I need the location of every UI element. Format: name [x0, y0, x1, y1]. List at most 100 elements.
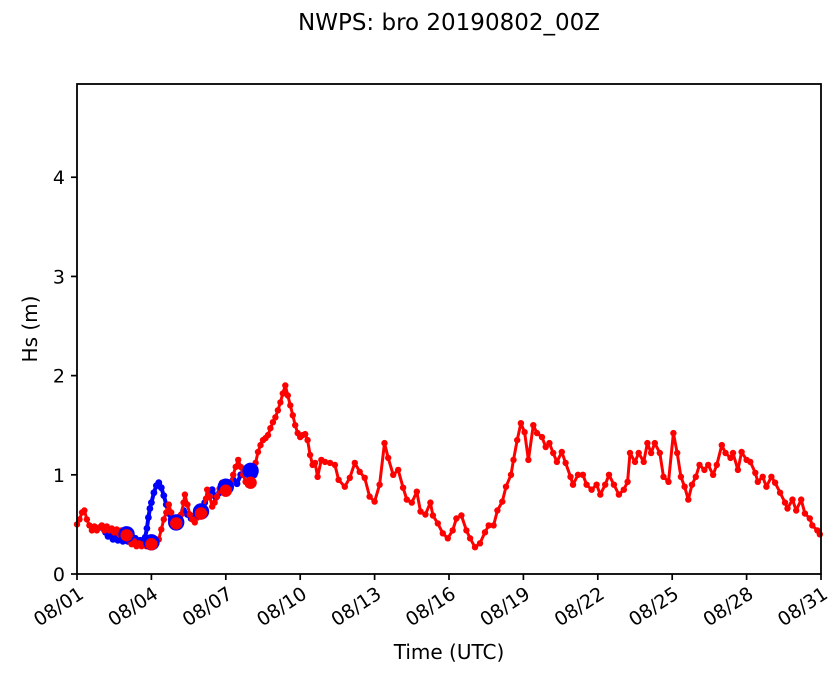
model-series-marker	[558, 448, 565, 456]
model-series-marker	[289, 412, 296, 419]
model-series-marker	[502, 483, 510, 490]
model-series-marker	[771, 479, 779, 486]
model-series-marker	[163, 509, 170, 516]
observed-series-marker	[148, 499, 155, 506]
model-series-marker	[553, 458, 561, 466]
model-series-marker	[583, 481, 590, 488]
model-series-marker	[181, 491, 189, 498]
model-series-marker	[718, 441, 725, 449]
y-tick-label: 4	[53, 167, 65, 189]
model-series-marker	[466, 535, 474, 542]
model-series-marker	[376, 481, 383, 488]
model-series-marker	[789, 496, 796, 503]
model-series-marker	[620, 486, 627, 493]
model-series-marker	[371, 498, 378, 505]
model-series-marker	[434, 520, 441, 527]
observed-series-marker	[208, 486, 216, 494]
model-series-marker	[417, 508, 424, 515]
model-series-marker	[335, 476, 342, 483]
model-series-marker	[168, 509, 175, 516]
model-series-marker	[709, 471, 717, 478]
x-tick-label: 08/13	[327, 583, 385, 631]
model-series-marker	[235, 456, 242, 464]
model-series-marker	[574, 471, 582, 478]
model-series-marker	[768, 473, 775, 480]
model-series-marker	[230, 471, 237, 478]
model-series-marker	[366, 493, 373, 500]
x-tick-label: 08/28	[699, 583, 757, 631]
model-series-marker	[403, 496, 410, 503]
model-series-marker	[485, 522, 492, 529]
model-series-marker	[160, 516, 167, 523]
model-series-marker	[98, 522, 106, 529]
model-series-marker	[204, 486, 211, 493]
model-series-marker	[277, 399, 284, 406]
x-tick-label: 08/19	[476, 583, 534, 631]
model-series-marker	[439, 530, 446, 537]
model-series-marker	[776, 489, 784, 496]
model-series-marker	[304, 436, 311, 444]
observed-series-marker	[160, 492, 168, 499]
observed-series-marker	[145, 514, 152, 521]
model-series-marker	[408, 499, 415, 506]
model-series-marker	[610, 481, 618, 488]
x-tick-label: 08/22	[551, 583, 609, 631]
model-00z-circle	[145, 538, 158, 551]
x-tick-label: 08/07	[179, 583, 237, 631]
model-series-marker	[722, 449, 729, 457]
model-series-marker	[287, 402, 294, 409]
model-series-marker	[237, 463, 244, 471]
model-series-marker	[514, 436, 521, 444]
model-series-marker	[113, 526, 120, 533]
model-series-marker	[385, 454, 392, 462]
observed-series-marker	[143, 525, 151, 532]
model-series-marker	[449, 527, 456, 534]
model-series-marker	[517, 420, 525, 427]
model-series-marker	[282, 382, 289, 389]
model-series-marker	[86, 522, 93, 529]
model-series-marker	[674, 449, 681, 457]
observed-series-marker	[157, 484, 165, 492]
model-00z-circle	[219, 484, 232, 497]
model-series-marker	[399, 484, 407, 491]
x-tick-label: 08/31	[774, 583, 832, 631]
model-series-marker	[605, 471, 613, 478]
model-series-marker	[530, 422, 537, 429]
axes-box	[76, 83, 822, 575]
model-series-marker	[550, 449, 557, 457]
model-series-marker	[631, 458, 639, 466]
model-series-marker	[593, 481, 600, 488]
model-series-marker	[801, 510, 809, 517]
model-series-marker	[274, 407, 282, 414]
x-tick-label: 08/01	[30, 583, 88, 631]
model-series-marker	[546, 439, 553, 447]
model-series-marker	[444, 535, 451, 542]
model-series-marker	[727, 454, 734, 462]
model-series-marker	[562, 459, 569, 467]
model-series-marker	[206, 493, 213, 500]
model-series-marker	[184, 501, 191, 508]
model-series-marker	[713, 461, 720, 469]
model-series-marker	[806, 515, 813, 522]
model-series-marker	[321, 458, 329, 466]
model-series-marker	[81, 507, 88, 514]
model-series-marker	[533, 429, 541, 437]
model-series-marker	[624, 478, 631, 485]
model-series-marker	[660, 473, 667, 480]
model-series-marker	[351, 459, 358, 467]
model-series-marker	[665, 478, 672, 485]
model-series-marker	[476, 540, 484, 547]
model-series-marker	[615, 491, 623, 498]
model-00z-circle	[244, 476, 257, 489]
model-series-marker	[588, 486, 595, 493]
model-series-marker	[490, 522, 497, 529]
model-series-marker	[453, 515, 460, 522]
model-series-marker	[635, 449, 642, 457]
model-series-marker	[752, 469, 759, 476]
model-series-marker	[569, 481, 577, 488]
model-series-marker	[83, 516, 91, 523]
model-series-marker	[538, 433, 546, 441]
model-series-marker	[311, 459, 319, 467]
model-series-marker	[213, 493, 221, 500]
model-series-marker	[458, 512, 465, 519]
